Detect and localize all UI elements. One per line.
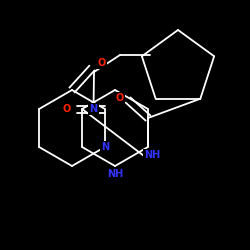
Text: N: N: [90, 104, 98, 114]
Text: NH: NH: [144, 150, 160, 160]
Text: O: O: [116, 93, 124, 103]
Text: N: N: [101, 142, 109, 152]
Text: O: O: [63, 104, 71, 114]
Text: O: O: [98, 58, 106, 68]
Text: NH: NH: [107, 169, 123, 179]
